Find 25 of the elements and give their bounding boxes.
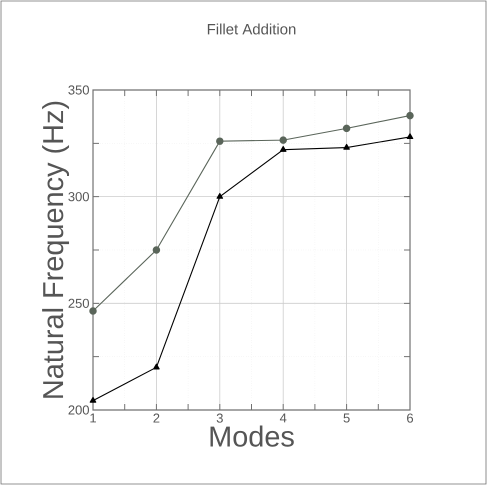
x-tick-label: 5: [344, 414, 350, 423]
x-tick-label: 4: [280, 414, 286, 422]
point: [216, 192, 224, 199]
point: [280, 146, 287, 152]
point: [343, 144, 350, 150]
point: [279, 136, 287, 144]
point: [342, 124, 350, 132]
point: [406, 133, 414, 140]
x-tick-label: 1: [90, 414, 96, 422]
x-axis-title: Modes: [210, 426, 294, 447]
y-tick-label: 200: [68, 405, 89, 415]
point: [89, 307, 97, 315]
y-axis-title: Natural Frequency (Hz): [42, 102, 70, 398]
point: [90, 396, 96, 403]
x-tick-label: 6: [407, 414, 414, 423]
chart-title: Fillet Addition: [208, 24, 296, 34]
y-tick-label: 350: [68, 85, 89, 95]
point: [152, 246, 160, 254]
x-tick-label: 2: [153, 414, 160, 423]
point: [216, 137, 224, 145]
point: [406, 112, 414, 120]
y-tick-label: 250: [68, 298, 89, 308]
point: [153, 364, 160, 370]
x-tick-label: 3: [216, 414, 223, 423]
y-tick-label: 300: [68, 192, 89, 202]
